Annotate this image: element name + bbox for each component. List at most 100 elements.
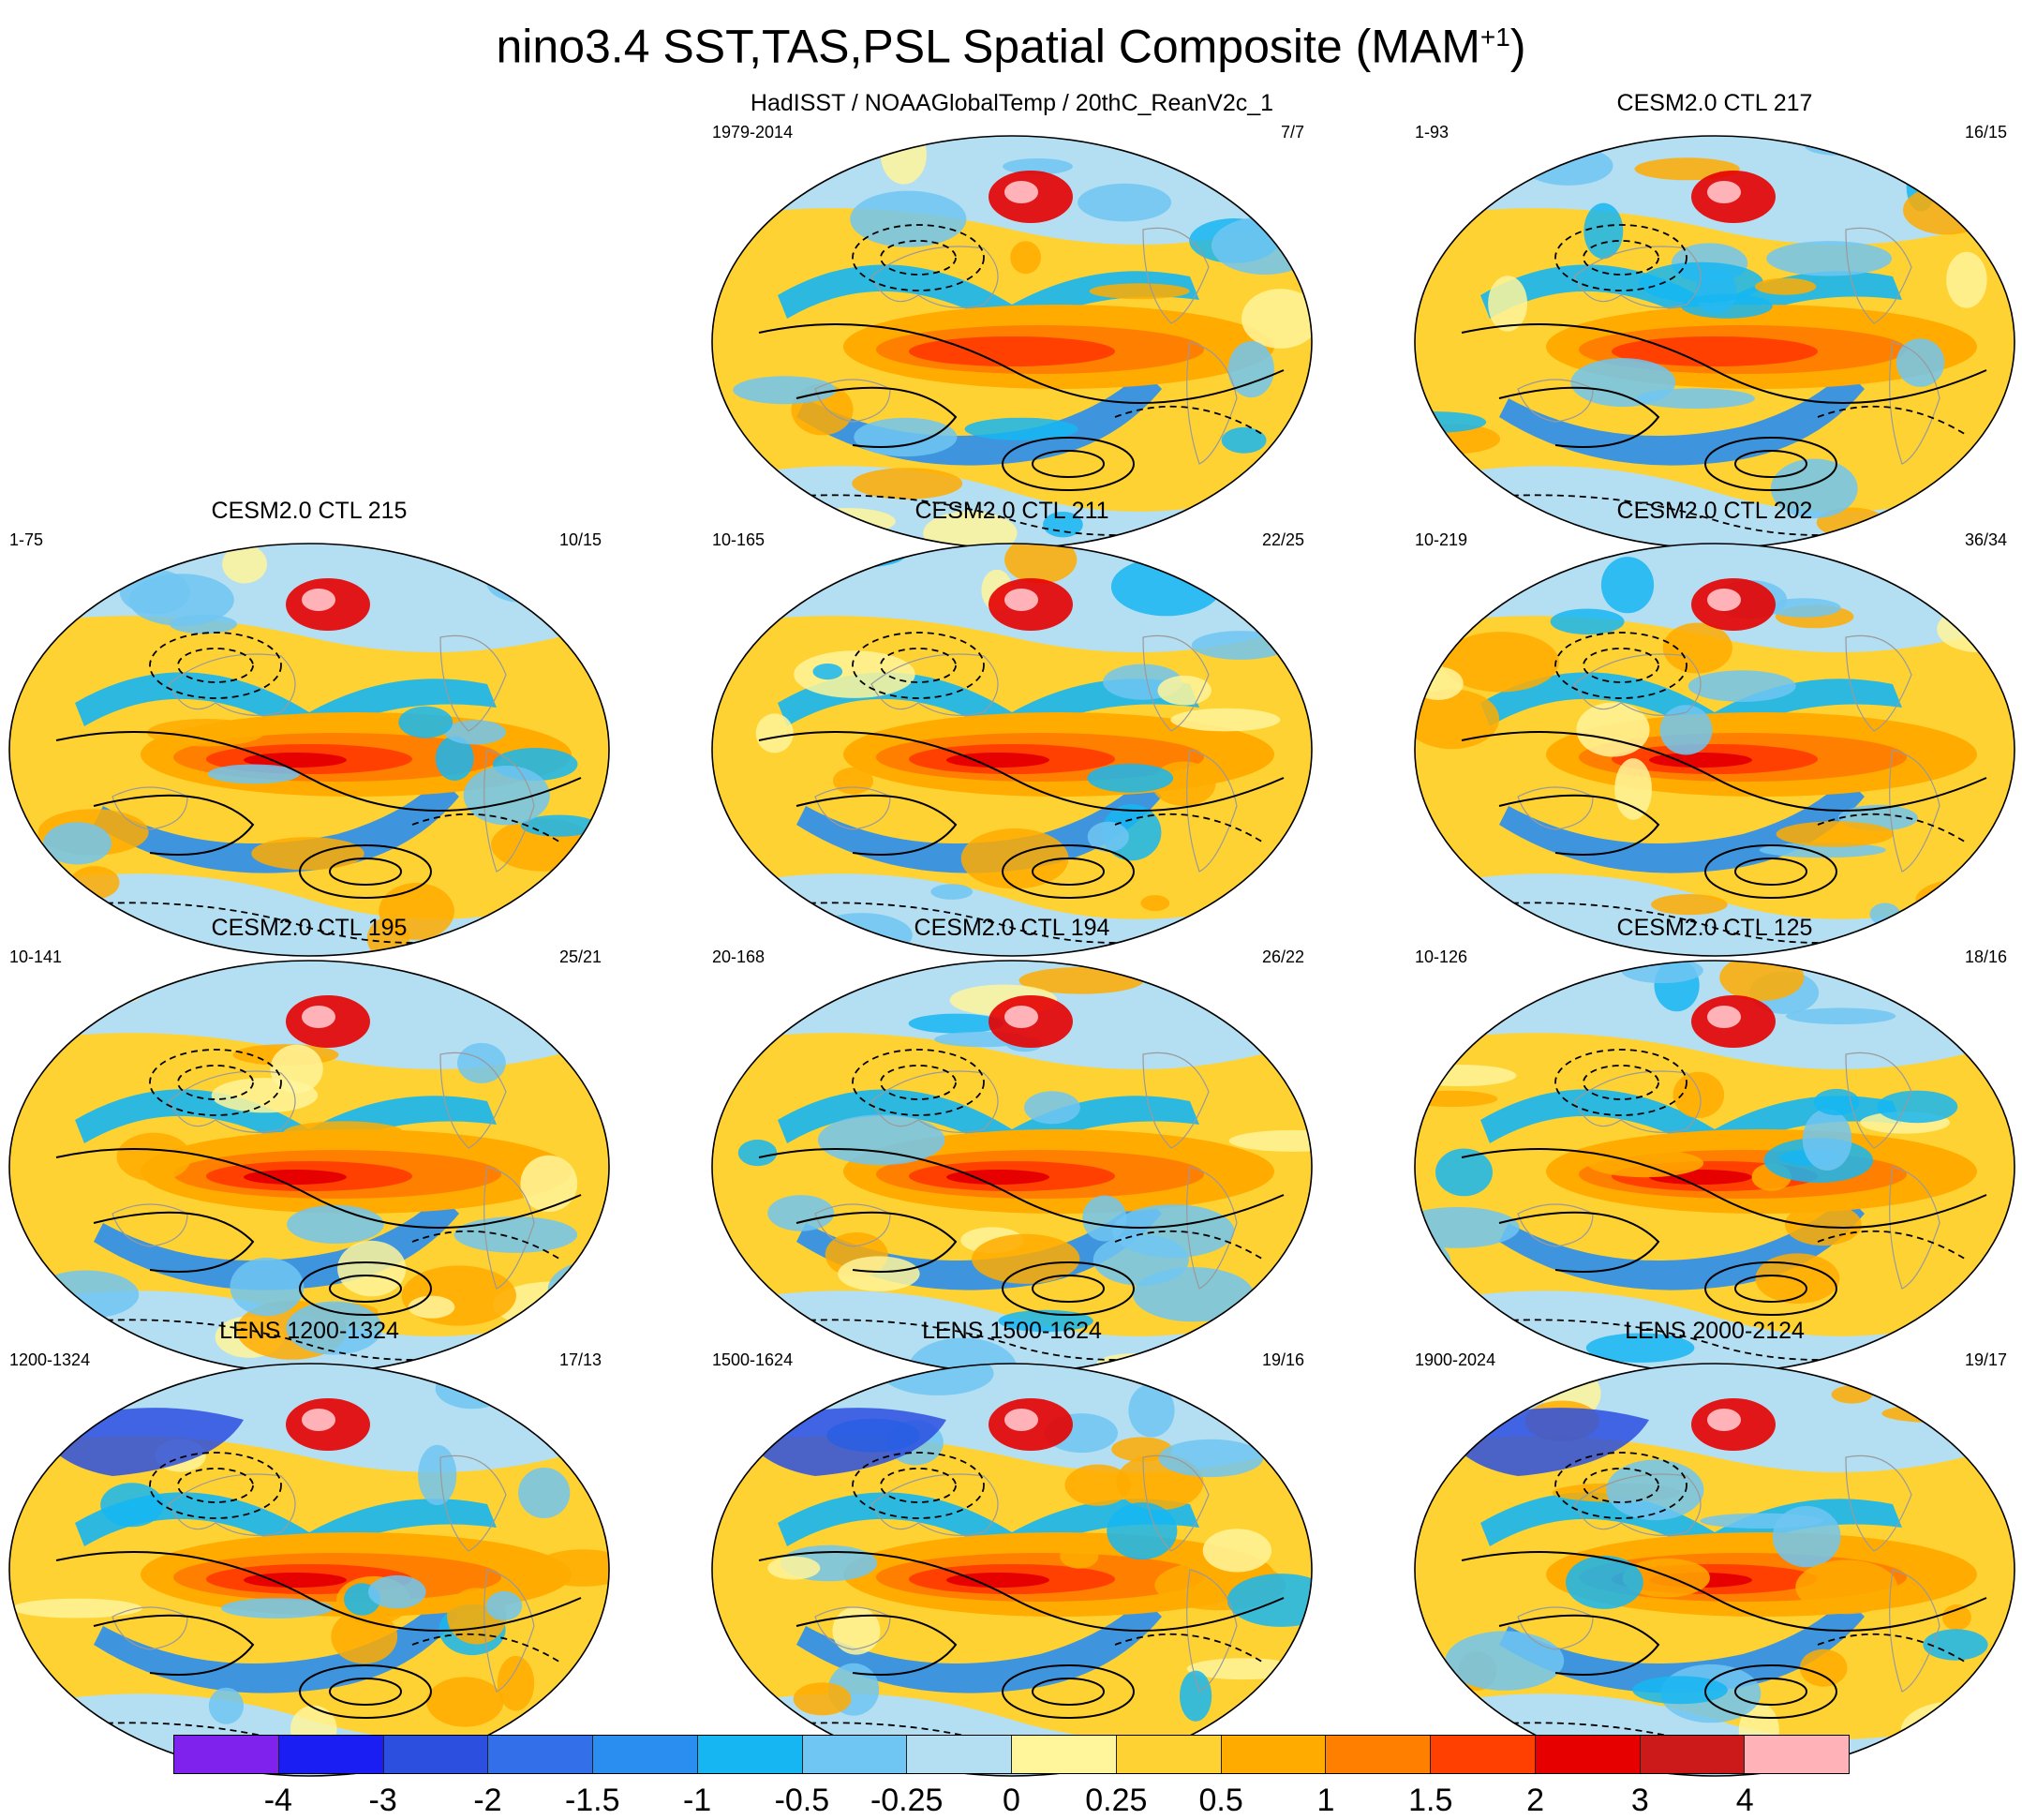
colorbar-tick-label: 2: [1526, 1783, 1545, 1818]
colorbar-swatch: [174, 1736, 279, 1773]
map-svg: [711, 543, 1313, 957]
colorbar-swatch: [1431, 1736, 1536, 1773]
map-panel: LENS 1200-1324 1200-1324 17/13: [0, 1317, 618, 1777]
figure-title-close: ): [1509, 20, 1526, 73]
map-svg: [8, 543, 610, 957]
map-outline: [711, 1363, 1313, 1777]
panel-years: 1900-2024: [1415, 1350, 1496, 1369]
colorbar-swatch: [907, 1736, 1012, 1773]
map-svg: [711, 1363, 1313, 1777]
colorbar-swatch: [1012, 1736, 1117, 1773]
panel-title: CESM2.0 CTL 215: [211, 498, 408, 524]
colorbar-tick-label: -1: [682, 1783, 712, 1818]
map-panel: LENS 2000-2124 1900-2024 19/17: [1405, 1317, 2022, 1777]
panel-event-count: 22/25: [1261, 530, 1304, 549]
colorbar-swatch: [1535, 1736, 1641, 1773]
map-field: [1415, 1364, 2015, 1776]
panel-event-count: 19/16: [1261, 1350, 1304, 1369]
colorbar-swatch: [1745, 1736, 1849, 1773]
panel-title: CESM2.0 CTL 195: [211, 915, 408, 941]
colorbar: [173, 1735, 1850, 1774]
colorbar-tick-label: -2: [473, 1783, 502, 1818]
colorbar-swatch: [278, 1736, 384, 1773]
colorbar-swatch: [1640, 1736, 1746, 1773]
panel-title: LENS 2000-2124: [1625, 1318, 1805, 1344]
map-field: [1415, 136, 2015, 548]
map-svg: [1414, 960, 2015, 1374]
map-panel: CESM2.0 CTL 194 20-168 26/22: [703, 914, 1321, 1374]
map-panel: CESM2.0 CTL 195 10-141 25/21: [0, 914, 618, 1374]
map-panel: CESM2.0 CTL 125 10-126 18/16: [1405, 914, 2022, 1374]
panel-event-count: 17/13: [558, 1350, 602, 1369]
colorbar-tick-label: 3: [1630, 1783, 1649, 1818]
map-outline: [1414, 543, 2015, 957]
map-svg: [711, 135, 1313, 549]
figure-title: nino3.4 SST,TAS,PSL Spatial Composite (M…: [0, 7, 2022, 77]
map-field: [9, 1364, 609, 1776]
map-outline: [711, 543, 1313, 957]
colorbar-swatch: [697, 1736, 803, 1773]
map-field: [712, 961, 1312, 1373]
map-field: [1415, 544, 2015, 956]
map-field: [712, 544, 1312, 956]
colorbar-tick-label: -3: [368, 1783, 397, 1818]
panel-years: 1500-1624: [712, 1350, 794, 1369]
map-field: [712, 1364, 1312, 1776]
map-field: [9, 544, 609, 956]
panel-years: 20-168: [712, 947, 766, 966]
map-panel: CESM2.0 CTL 211 10-165 22/25: [703, 497, 1321, 957]
colorbar-tick-label: 0: [1003, 1783, 1020, 1818]
panel-title: CESM2.0 CTL 211: [914, 498, 1109, 524]
colorbar-swatch: [1116, 1736, 1222, 1773]
panel-title: CESM2.0 CTL 194: [914, 915, 1110, 941]
colorbar-tick-label: -0.25: [870, 1783, 944, 1818]
map-outline: [8, 1363, 610, 1777]
colorbar-swatch: [802, 1736, 908, 1773]
map-svg: [8, 960, 610, 1374]
panel-years: 10-141: [9, 947, 63, 966]
map-outline: [8, 543, 610, 957]
map-panel: LENS 1500-1624 1500-1624 19/16: [703, 1317, 1321, 1777]
colorbar-tick-label: -1.5: [564, 1783, 620, 1818]
panel-event-count: 18/16: [1964, 947, 2007, 966]
colorbar-tick-label: 1: [1316, 1783, 1335, 1818]
panel-title: CESM2.0 CTL 125: [1616, 915, 1813, 941]
panel-years: 10-126: [1415, 947, 1468, 966]
map-panel: CESM2.0 CTL 202 10-219 36/34: [1405, 497, 2022, 957]
panel-title: LENS 1500-1624: [922, 1318, 1102, 1344]
colorbar-swatch: [488, 1736, 593, 1773]
colorbar-tick-label: -4: [263, 1783, 292, 1818]
map-svg: [1414, 1363, 2015, 1777]
colorbar-swatch: [1326, 1736, 1431, 1773]
map-panel: CESM2.0 CTL 217 1-93 16/15: [1405, 89, 2022, 549]
map-panel: CESM2.0 CTL 215 1-75 10/15: [0, 497, 618, 957]
panel-event-count: 25/21: [558, 947, 602, 966]
map-svg: [8, 1363, 610, 1777]
colorbar-swatch: [383, 1736, 489, 1773]
panel-event-count: 16/15: [1964, 123, 2007, 142]
panel-title: LENS 1200-1324: [219, 1318, 399, 1344]
colorbar-tick-label: 0.25: [1085, 1783, 1148, 1818]
map-svg: [1414, 543, 2015, 957]
colorbar-swatch: [1221, 1736, 1327, 1773]
panel-years: 10-165: [712, 530, 766, 549]
panel-years: 10-219: [1415, 530, 1468, 549]
map-svg: [1414, 135, 2015, 549]
colorbar-tick-label: -0.5: [774, 1783, 830, 1818]
figure-title-superscript: +1: [1479, 22, 1510, 52]
figure-title-text: nino3.4 SST,TAS,PSL Spatial Composite (M…: [496, 20, 1480, 73]
panel-title: CESM2.0 CTL 217: [1616, 90, 1813, 116]
panel-years: 1-93: [1415, 123, 1450, 142]
colorbar-labels: -4 -3 -2 -1.5 -1 -0.5 -0.25 0 0.25 0.5 1 1.5 2 3 4: [173, 1783, 1850, 1820]
panel-years: 1-75: [9, 530, 44, 549]
panel-title: CESM2.0 CTL 202: [1616, 498, 1813, 524]
panel-title: HadISST / NOAAGlobalTemp / 20thC_ReanV2c…: [750, 90, 1274, 116]
panel-years: 1200-1324: [9, 1350, 91, 1369]
map-panel: HadISST / NOAAGlobalTemp / 20thC_ReanV2c…: [703, 89, 1321, 549]
panel-event-count: 26/22: [1261, 947, 1304, 966]
colorbar-swatch: [593, 1736, 698, 1773]
map-outline: [1414, 1363, 2015, 1777]
panel-event-count: 19/17: [1964, 1350, 2007, 1369]
panel-event-count: 10/15: [558, 530, 602, 549]
colorbar-tick-label: 0.5: [1198, 1783, 1243, 1818]
